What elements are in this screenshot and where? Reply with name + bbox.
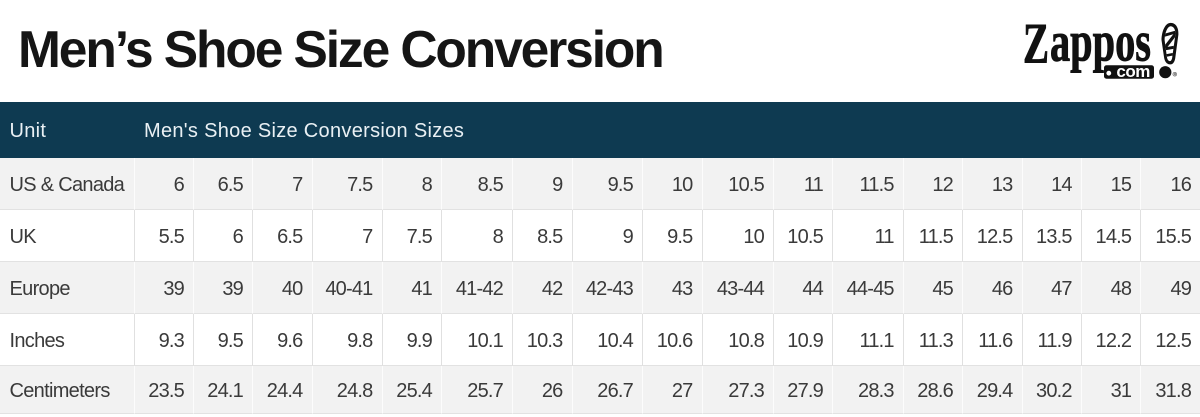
svg-text:R: R <box>1174 73 1177 77</box>
svg-text:Z: Z <box>1023 14 1049 76</box>
svg-text:com: com <box>1116 62 1150 81</box>
svg-text:appos: appos <box>1050 14 1151 74</box>
